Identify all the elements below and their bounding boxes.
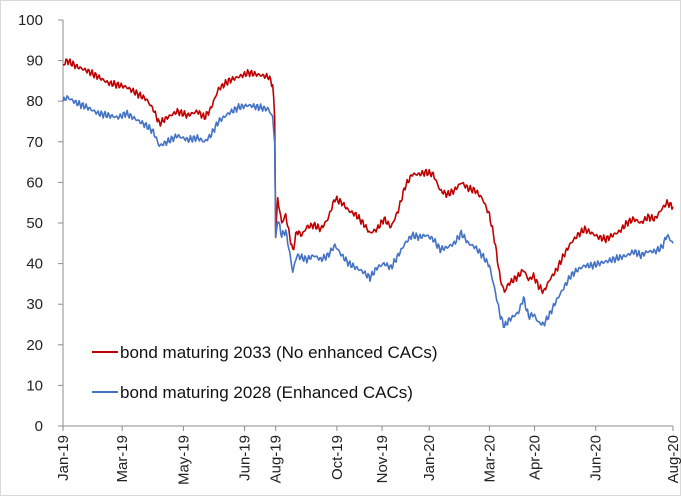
y-tick-label: 0 bbox=[35, 418, 43, 435]
x-tick-label: Jan-19 bbox=[55, 435, 72, 481]
x-tick-label: Oct-19 bbox=[329, 435, 346, 480]
y-tick-label: 40 bbox=[26, 256, 43, 273]
x-tick-label: Jun-20 bbox=[588, 435, 605, 481]
x-tick-label: May-19 bbox=[175, 435, 192, 485]
y-tick-label: 90 bbox=[26, 53, 43, 70]
x-tick-label: Mar-19 bbox=[114, 435, 131, 483]
x-tick-label: Aug-20 bbox=[665, 435, 681, 483]
y-tick-label: 10 bbox=[26, 377, 43, 394]
y-tick-label: 80 bbox=[26, 93, 43, 110]
legend: bond maturing 2033 (No enhanced CACs) bon… bbox=[92, 343, 438, 402]
x-tick-label: Jan-20 bbox=[421, 435, 438, 481]
x-tick-label: Jun-19 bbox=[237, 435, 254, 481]
series-line-2 bbox=[62, 95, 674, 329]
plot-area: 0 10 20 30 40 50 60 70 80 90 100 Jan-19 Mar-19 May-19… bbox=[18, 12, 681, 485]
y-tick-label: 60 bbox=[26, 174, 43, 191]
y-tick-label: 100 bbox=[18, 12, 43, 29]
x-tick-label: Aug-19 bbox=[268, 435, 285, 483]
x-tick-label: Apr-20 bbox=[527, 435, 544, 480]
legend-label-1: bond maturing 2033 (No enhanced CACs) bbox=[120, 343, 438, 362]
x-tick-label: Nov-19 bbox=[374, 435, 391, 483]
legend-label-2: bond maturing 2028 (Enhanced CACs) bbox=[120, 383, 413, 402]
y-tick-label: 20 bbox=[26, 337, 43, 354]
y-tick-label: 50 bbox=[26, 215, 43, 232]
y-tick-label: 30 bbox=[26, 296, 43, 313]
x-tick-label: Mar-20 bbox=[481, 435, 498, 483]
series-line-1 bbox=[62, 58, 674, 295]
y-tick-label: 70 bbox=[26, 134, 43, 151]
